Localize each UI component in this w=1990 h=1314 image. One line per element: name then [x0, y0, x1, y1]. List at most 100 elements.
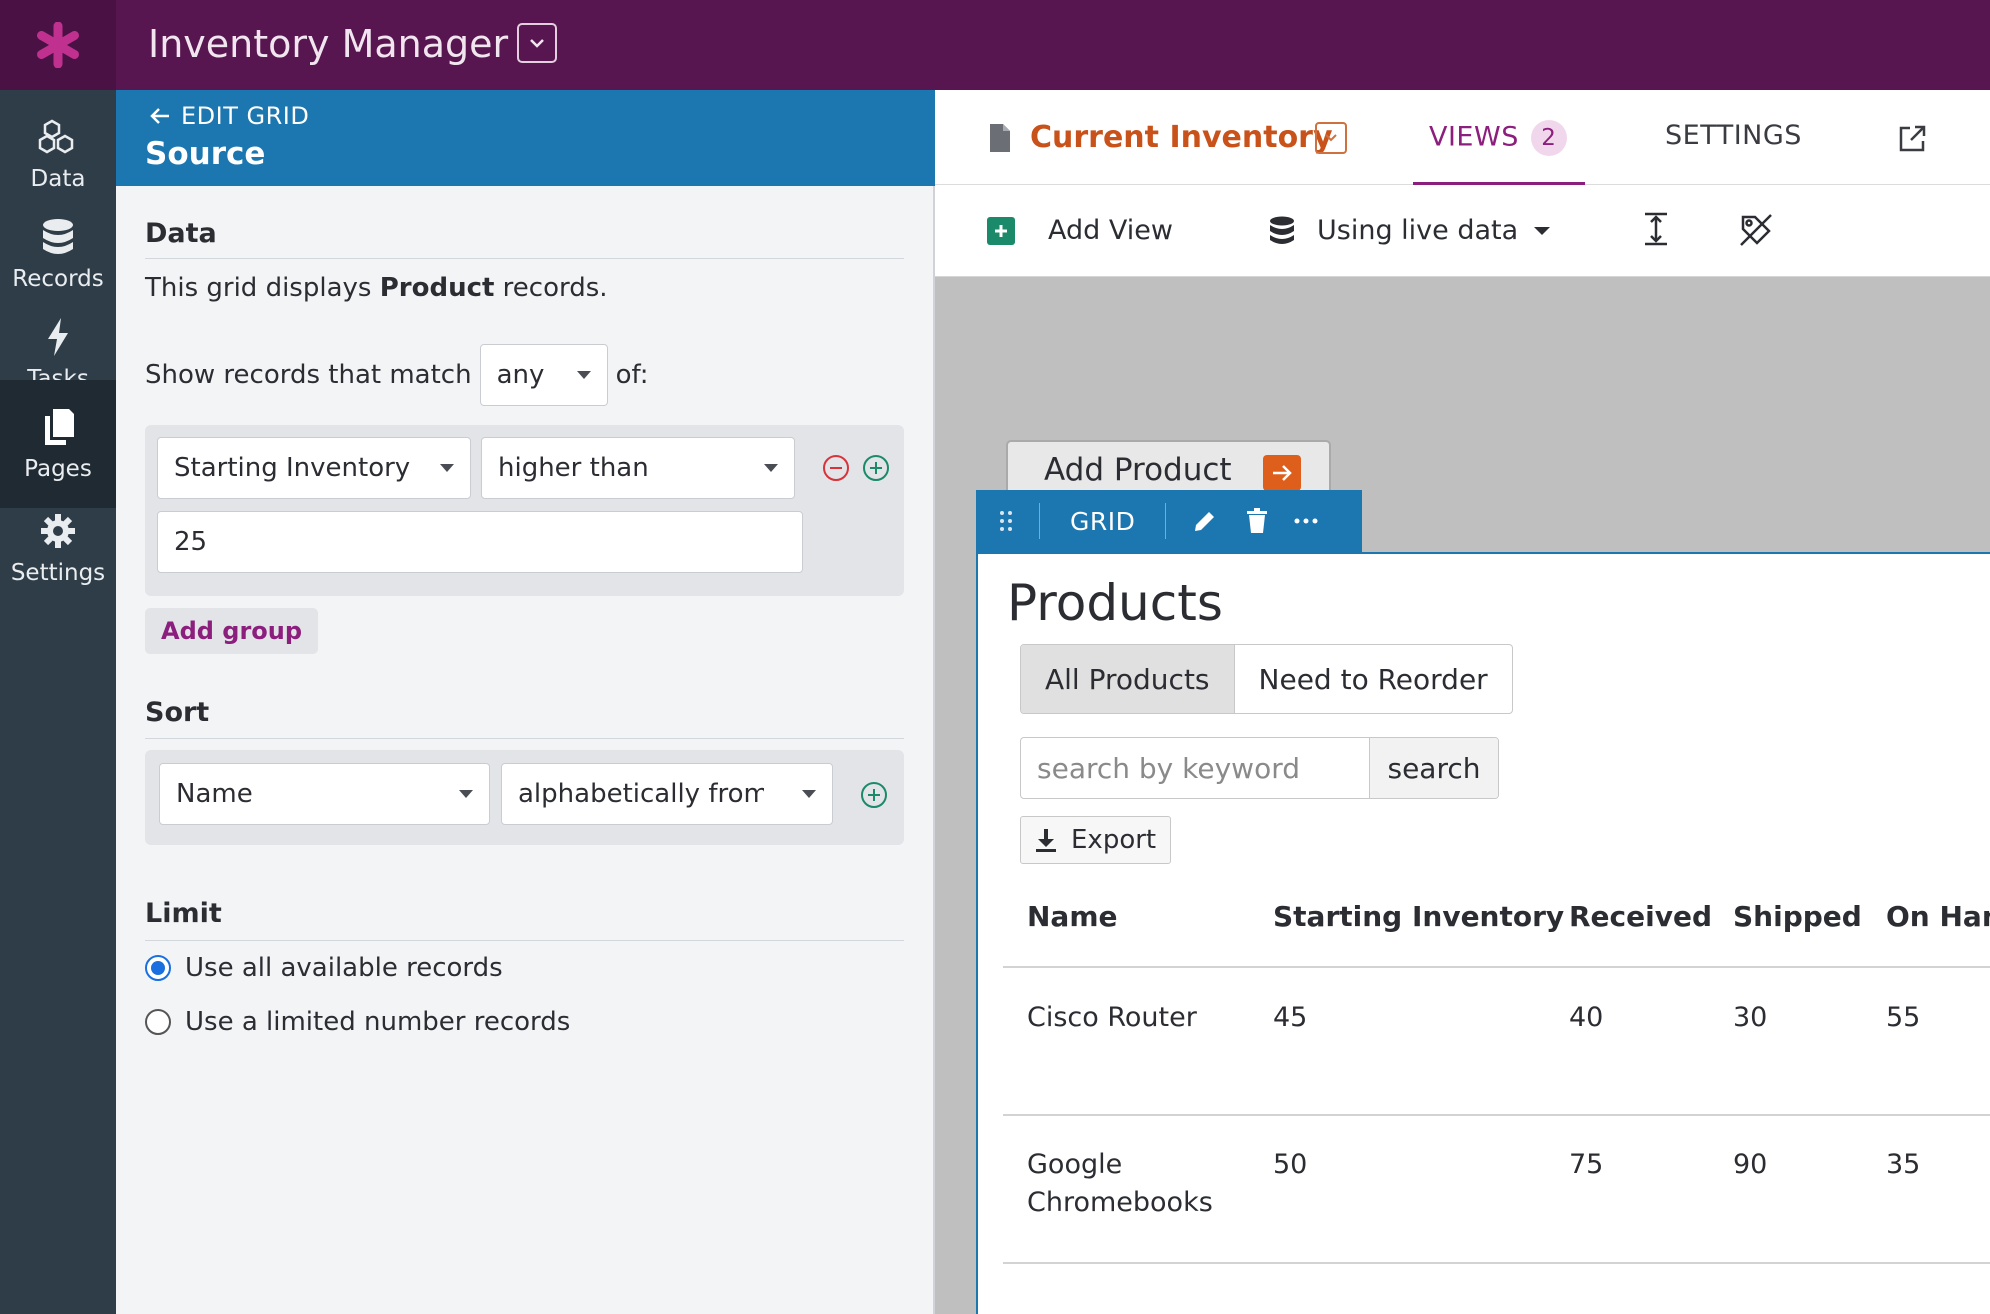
divider	[1165, 503, 1167, 539]
cell-name: Cisco Router	[1027, 1002, 1197, 1033]
page-select-dropdown[interactable]	[1315, 122, 1347, 154]
caret-down-icon	[576, 371, 591, 379]
top-bar: Inventory Manager	[0, 0, 1990, 90]
search-button[interactable]: search	[1370, 738, 1498, 798]
app-menu-dropdown[interactable]	[517, 23, 557, 63]
nav-item-data[interactable]: Data	[0, 90, 116, 218]
caret-down-icon	[1534, 226, 1551, 235]
add-group-button[interactable]: Add group	[145, 608, 319, 654]
bolt-icon	[37, 316, 79, 358]
tag-off-icon[interactable]	[1739, 213, 1773, 247]
column-header-name[interactable]: Name	[1027, 900, 1118, 933]
column-header-received[interactable]: Received	[1569, 900, 1713, 933]
chevron-down-icon	[530, 39, 544, 48]
caret-down-icon	[440, 464, 454, 472]
more-options-icon[interactable]	[1294, 517, 1318, 525]
cell-name: Google Chromebooks	[1027, 1149, 1213, 1218]
caret-down-icon	[802, 790, 816, 798]
filter-tab-all-products[interactable]: All Products	[1021, 645, 1235, 713]
left-nav: Data Records Tasks Pages Settings	[0, 90, 116, 1314]
tab-settings[interactable]: SETTINGS	[1665, 120, 1802, 151]
divider	[145, 258, 904, 259]
panel-header: EDIT GRID Source	[116, 90, 935, 186]
asterisk-logo-icon	[37, 22, 79, 68]
nav-item-pages[interactable]: Pages	[0, 380, 116, 508]
cell-starting-inventory: 45	[1273, 1002, 1308, 1033]
page-name[interactable]: Current Inventory	[1030, 120, 1333, 155]
cell-received: 75	[1569, 1149, 1604, 1180]
match-suffix: of:	[615, 360, 649, 390]
export-button[interactable]: Export	[1020, 816, 1172, 864]
arrow-right-icon	[1263, 455, 1301, 491]
source-description: This grid displays Product records.	[145, 273, 608, 303]
grid-view-label: GRID	[1070, 506, 1136, 536]
cell-starting-inventory: 50	[1273, 1149, 1308, 1180]
sort-field-select[interactable]: Name	[159, 763, 490, 825]
remove-rule-icon[interactable]	[823, 455, 849, 481]
nav-label: Records	[12, 266, 104, 292]
nav-label: Data	[30, 166, 86, 192]
add-view-button[interactable]: Add View	[987, 215, 1173, 246]
pencil-icon[interactable]	[1192, 508, 1218, 534]
match-row: Show records that match any of:	[145, 344, 648, 406]
column-header-on-hand[interactable]: On Hand	[1886, 900, 1990, 933]
data-mode-dropdown[interactable]: Using live data	[1269, 215, 1551, 246]
nav-item-records[interactable]: Records	[0, 190, 116, 318]
search-input[interactable]: search by keyword	[1021, 738, 1370, 798]
page-doc-icon	[990, 124, 1010, 152]
app-logo[interactable]	[0, 0, 116, 90]
app-title: Inventory Manager	[148, 22, 509, 66]
divider	[145, 940, 904, 941]
limit-section-title: Limit	[145, 898, 222, 929]
download-icon	[1036, 829, 1056, 852]
radio-button-selected[interactable]	[145, 955, 171, 981]
cell-shipped: 30	[1733, 1002, 1768, 1033]
database-icon	[37, 216, 79, 258]
cell-received: 40	[1569, 1002, 1604, 1033]
arrow-left-icon	[150, 108, 169, 124]
row-divider	[1003, 1114, 1990, 1116]
database-icon	[1270, 216, 1294, 244]
limit-option-all[interactable]: Use all available records	[145, 953, 503, 983]
cell-on-hand: 35	[1886, 1149, 1921, 1180]
cell-shipped: 90	[1733, 1149, 1768, 1180]
page-toolbar: Add View Using live data	[935, 185, 1990, 277]
filter-value-input[interactable]: 25	[157, 511, 803, 573]
cell-on-hand: 55	[1886, 1002, 1921, 1033]
chevron-down-icon	[1325, 134, 1337, 142]
limit-option-limited[interactable]: Use a limited number records	[145, 1007, 570, 1037]
match-select[interactable]: any	[479, 344, 608, 406]
plus-square-icon	[987, 216, 1015, 245]
data-section-title: Data	[145, 218, 217, 249]
gear-icon	[37, 510, 79, 552]
grid-view-card: Products All Products Need to Reorder se…	[976, 552, 1990, 1314]
filter-operator-select[interactable]: higher than	[481, 437, 795, 499]
drag-handle-icon[interactable]	[999, 510, 1013, 532]
back-to-edit-grid-link[interactable]: EDIT GRID	[149, 102, 309, 130]
tab-views[interactable]: VIEWS 2	[1429, 120, 1567, 156]
sort-section-title: Sort	[145, 697, 210, 728]
sort-rule-group: Name alphabetically from a	[145, 750, 904, 845]
divider	[1039, 503, 1040, 539]
sort-order-select[interactable]: alphabetically from a	[501, 763, 833, 825]
row-divider	[1003, 1262, 1990, 1264]
nav-item-settings[interactable]: Settings	[0, 484, 116, 612]
cubes-icon	[37, 116, 79, 158]
column-header-starting-inventory[interactable]: Starting Inventory	[1273, 900, 1565, 933]
nav-label: Settings	[10, 560, 106, 586]
page-builder: Current Inventory VIEWS 2 SETTINGS Add Vi…	[935, 90, 1990, 1314]
header-divider	[1003, 966, 1990, 968]
external-link-icon[interactable]	[1897, 124, 1927, 154]
caret-down-icon	[764, 464, 778, 472]
grid-view-toolbar: GRID	[976, 490, 1362, 552]
views-count-badge: 2	[1530, 120, 1567, 156]
trash-icon[interactable]	[1246, 508, 1268, 534]
radio-button[interactable]	[145, 1009, 171, 1035]
filter-tab-need-to-reorder[interactable]: Need to Reorder	[1258, 662, 1488, 696]
add-sort-icon[interactable]	[861, 782, 887, 808]
add-rule-icon[interactable]	[863, 455, 889, 481]
expand-vertical-icon[interactable]	[1642, 211, 1670, 247]
column-header-shipped[interactable]: Shipped	[1733, 900, 1862, 933]
filter-field-select[interactable]: Starting Inventory	[157, 437, 471, 499]
page-tab-bar: Current Inventory VIEWS 2 SETTINGS	[935, 90, 1990, 186]
